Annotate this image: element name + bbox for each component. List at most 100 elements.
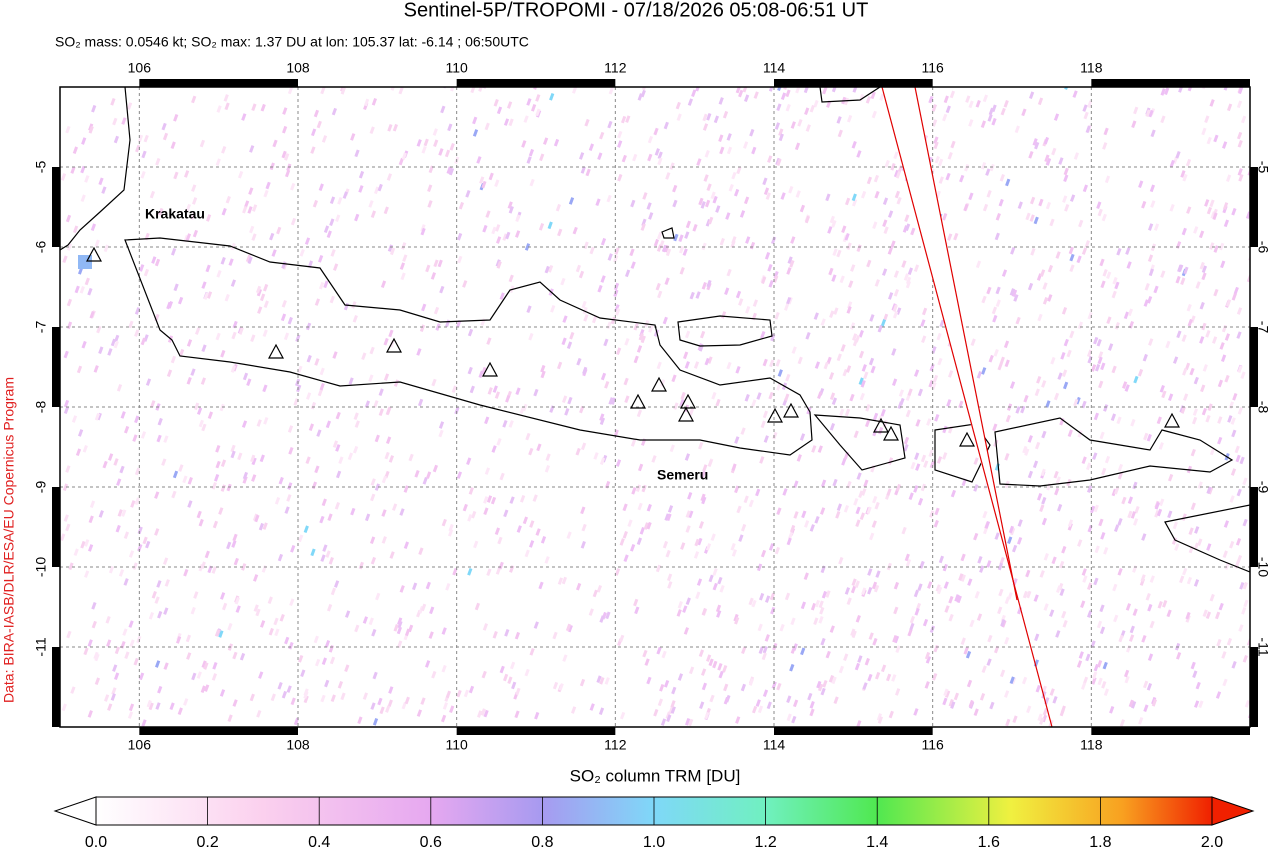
so2-pixel <box>584 118 590 127</box>
so2-pixel <box>630 261 636 269</box>
so2-pixel <box>114 672 120 681</box>
so2-pixel <box>915 419 921 427</box>
so2-pixel <box>860 380 866 388</box>
so2-pixel <box>494 527 501 536</box>
so2-pixel <box>799 204 806 213</box>
so2-pixel <box>432 128 438 136</box>
so2-pixel <box>1037 713 1043 722</box>
so2-pixel <box>139 264 145 272</box>
so2-pixel <box>1036 376 1042 384</box>
so2-pixel <box>83 570 90 578</box>
so2-pixel <box>281 261 287 269</box>
so2-pixel <box>903 443 909 452</box>
so2-pixel <box>1087 582 1093 591</box>
so2-pixel <box>682 248 688 256</box>
so2-pixel <box>547 221 553 230</box>
so2-pixel <box>238 327 244 335</box>
so2-pixel <box>597 152 603 161</box>
so2-pixel <box>73 225 79 234</box>
so2-pixel <box>522 516 529 525</box>
so2-pixel <box>1102 142 1108 150</box>
so2-pixel <box>725 212 731 220</box>
so2-pixel <box>1095 363 1101 372</box>
so2-pixel <box>671 374 677 383</box>
so2-pixel <box>62 483 69 492</box>
so2-pixel <box>989 163 995 172</box>
so2-pixel <box>599 417 606 426</box>
colorbar-tick-label: 1.0 <box>643 834 665 851</box>
so2-pixel <box>1009 288 1015 296</box>
so2-pixel <box>928 95 934 104</box>
so2-pixel <box>1116 416 1122 425</box>
so2-pixel <box>308 423 315 432</box>
so2-pixel <box>790 524 796 533</box>
so2-pixel <box>768 391 774 400</box>
so2-pixel <box>535 108 541 117</box>
so2-pixel <box>999 557 1005 565</box>
so2-pixel <box>113 458 119 466</box>
so2-pixel <box>899 397 905 406</box>
so2-pixel <box>1032 460 1039 469</box>
so2-pixel <box>1143 432 1149 441</box>
so2-pixel <box>140 171 146 179</box>
frame-bar <box>933 79 1092 87</box>
so2-pixel <box>571 706 577 714</box>
so2-pixel <box>225 195 231 204</box>
frame-bars <box>52 79 1258 735</box>
so2-pixel <box>1174 543 1180 551</box>
flores-coast <box>1164 504 1250 573</box>
so2-pixel <box>205 264 211 273</box>
so2-pixel <box>515 687 521 696</box>
so2-pixel <box>1200 384 1206 393</box>
so2-pixel <box>1113 524 1120 533</box>
lat-label-right: -10 <box>1255 557 1271 577</box>
so2-pixel <box>1132 481 1138 490</box>
volcano-label: Semeru <box>657 467 708 483</box>
so2-pixel <box>472 116 478 125</box>
so2-pixel <box>170 355 177 364</box>
so2-pixel <box>742 87 748 93</box>
so2-pixel <box>762 410 769 419</box>
so2-pixel <box>337 681 344 689</box>
so2-pixel <box>831 87 838 93</box>
so2-pixel <box>905 558 912 567</box>
so2-pixel <box>285 169 291 178</box>
so2-pixel <box>796 454 802 462</box>
so2-pixel <box>290 217 297 226</box>
so2-pixel <box>1240 371 1246 380</box>
so2-pixel <box>496 236 502 244</box>
so2-pixel <box>786 713 792 722</box>
so2-pixel <box>223 94 229 102</box>
so2-pixel <box>561 337 567 346</box>
so2-pixel <box>258 671 264 679</box>
so2-pixel <box>850 628 856 637</box>
so2-pixel <box>723 696 729 705</box>
so2-pixel <box>296 384 302 393</box>
so2-pixel <box>121 509 127 517</box>
so2-pixel <box>60 533 66 542</box>
so2-pixel <box>132 562 138 570</box>
so2-pixel <box>1187 318 1193 327</box>
so2-pixel <box>145 540 151 549</box>
so2-pixel <box>818 600 824 609</box>
so2-pixel <box>65 125 71 134</box>
so2-pixel <box>991 117 997 126</box>
so2-pixel <box>704 357 710 366</box>
so2-pixel <box>494 391 501 399</box>
so2-pixel <box>1159 498 1165 507</box>
so2-pixel <box>820 637 826 646</box>
so2-pixel <box>764 634 770 642</box>
so2-pixel <box>1101 213 1107 222</box>
orbit-line <box>881 87 1053 727</box>
so2-pixel <box>526 305 532 314</box>
so2-pixel <box>745 236 751 244</box>
so2-pixel <box>733 613 739 622</box>
so2-pixel <box>767 155 773 163</box>
so2-pixel <box>1034 633 1040 642</box>
so2-pixel <box>596 675 602 684</box>
so2-pixel <box>874 501 880 510</box>
so2-pixel <box>305 456 311 465</box>
so2-pixel <box>465 190 471 198</box>
so2-pixel <box>304 237 311 245</box>
so2-pixel <box>931 104 938 112</box>
